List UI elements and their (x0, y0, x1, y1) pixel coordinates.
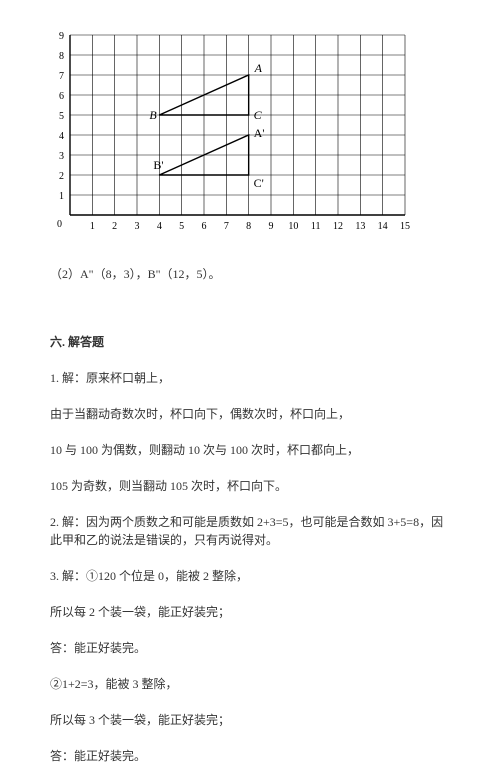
svg-text:0: 0 (57, 219, 62, 230)
q1-line3: 10 与 100 为偶数，则翻动 10 次与 100 次时，杯口都向上， (50, 441, 450, 459)
svg-text:A': A' (254, 126, 265, 140)
svg-text:6: 6 (59, 91, 64, 102)
svg-text:15: 15 (400, 221, 410, 232)
answer-2: （2）A"（8，3），B"（12，5）。 (50, 265, 450, 283)
svg-text:7: 7 (59, 71, 64, 82)
svg-text:11: 11 (311, 221, 321, 232)
svg-text:A: A (254, 61, 263, 75)
svg-text:1: 1 (90, 221, 95, 232)
q1-line2: 由于当翻动奇数次时，杯口向下，偶数次时，杯口向上， (50, 405, 450, 423)
q3-line6: 答：能正好装完。 (50, 747, 450, 765)
svg-text:2: 2 (59, 171, 64, 182)
svg-text:C': C' (254, 176, 264, 190)
svg-text:5: 5 (59, 111, 64, 122)
q1-line4: 105 为奇数，则当翻动 105 次时，杯口向下。 (50, 477, 450, 495)
q3-line2: 所以每 2 个装一袋，能正好装完； (50, 603, 450, 621)
svg-text:12: 12 (333, 221, 343, 232)
svg-text:4: 4 (59, 131, 64, 142)
coordinate-chart: 1234567891011121314150123456789BACB'A'C' (50, 30, 450, 240)
section-6-title: 六. 解答题 (50, 333, 450, 351)
svg-text:9: 9 (59, 31, 64, 42)
svg-text:8: 8 (246, 221, 251, 232)
svg-text:7: 7 (224, 221, 229, 232)
svg-text:8: 8 (59, 51, 64, 62)
svg-text:13: 13 (355, 221, 365, 232)
svg-text:B': B' (153, 158, 163, 172)
svg-text:C: C (254, 108, 263, 122)
svg-text:1: 1 (59, 191, 64, 202)
svg-text:9: 9 (269, 221, 274, 232)
svg-text:14: 14 (378, 221, 388, 232)
q3-line3: 答：能正好装完。 (50, 639, 450, 657)
svg-text:4: 4 (157, 221, 162, 232)
svg-text:3: 3 (135, 221, 140, 232)
q3-line5: 所以每 3 个装一袋，能正好装完； (50, 711, 450, 729)
svg-text:10: 10 (288, 221, 298, 232)
svg-text:6: 6 (202, 221, 207, 232)
svg-text:5: 5 (179, 221, 184, 232)
q3-line1: 3. 解：①120 个位是 0，能被 2 整除， (50, 567, 450, 585)
svg-text:2: 2 (112, 221, 117, 232)
svg-text:B: B (149, 108, 157, 122)
q2-line: 2. 解：因为两个质数之和可能是质数如 2+3=5，也可能是合数如 3+5=8，… (50, 513, 450, 549)
svg-text:3: 3 (59, 151, 64, 162)
q1-line1: 1. 解：原来杯口朝上， (50, 369, 450, 387)
q3-line4: ②1+2=3，能被 3 整除， (50, 675, 450, 693)
